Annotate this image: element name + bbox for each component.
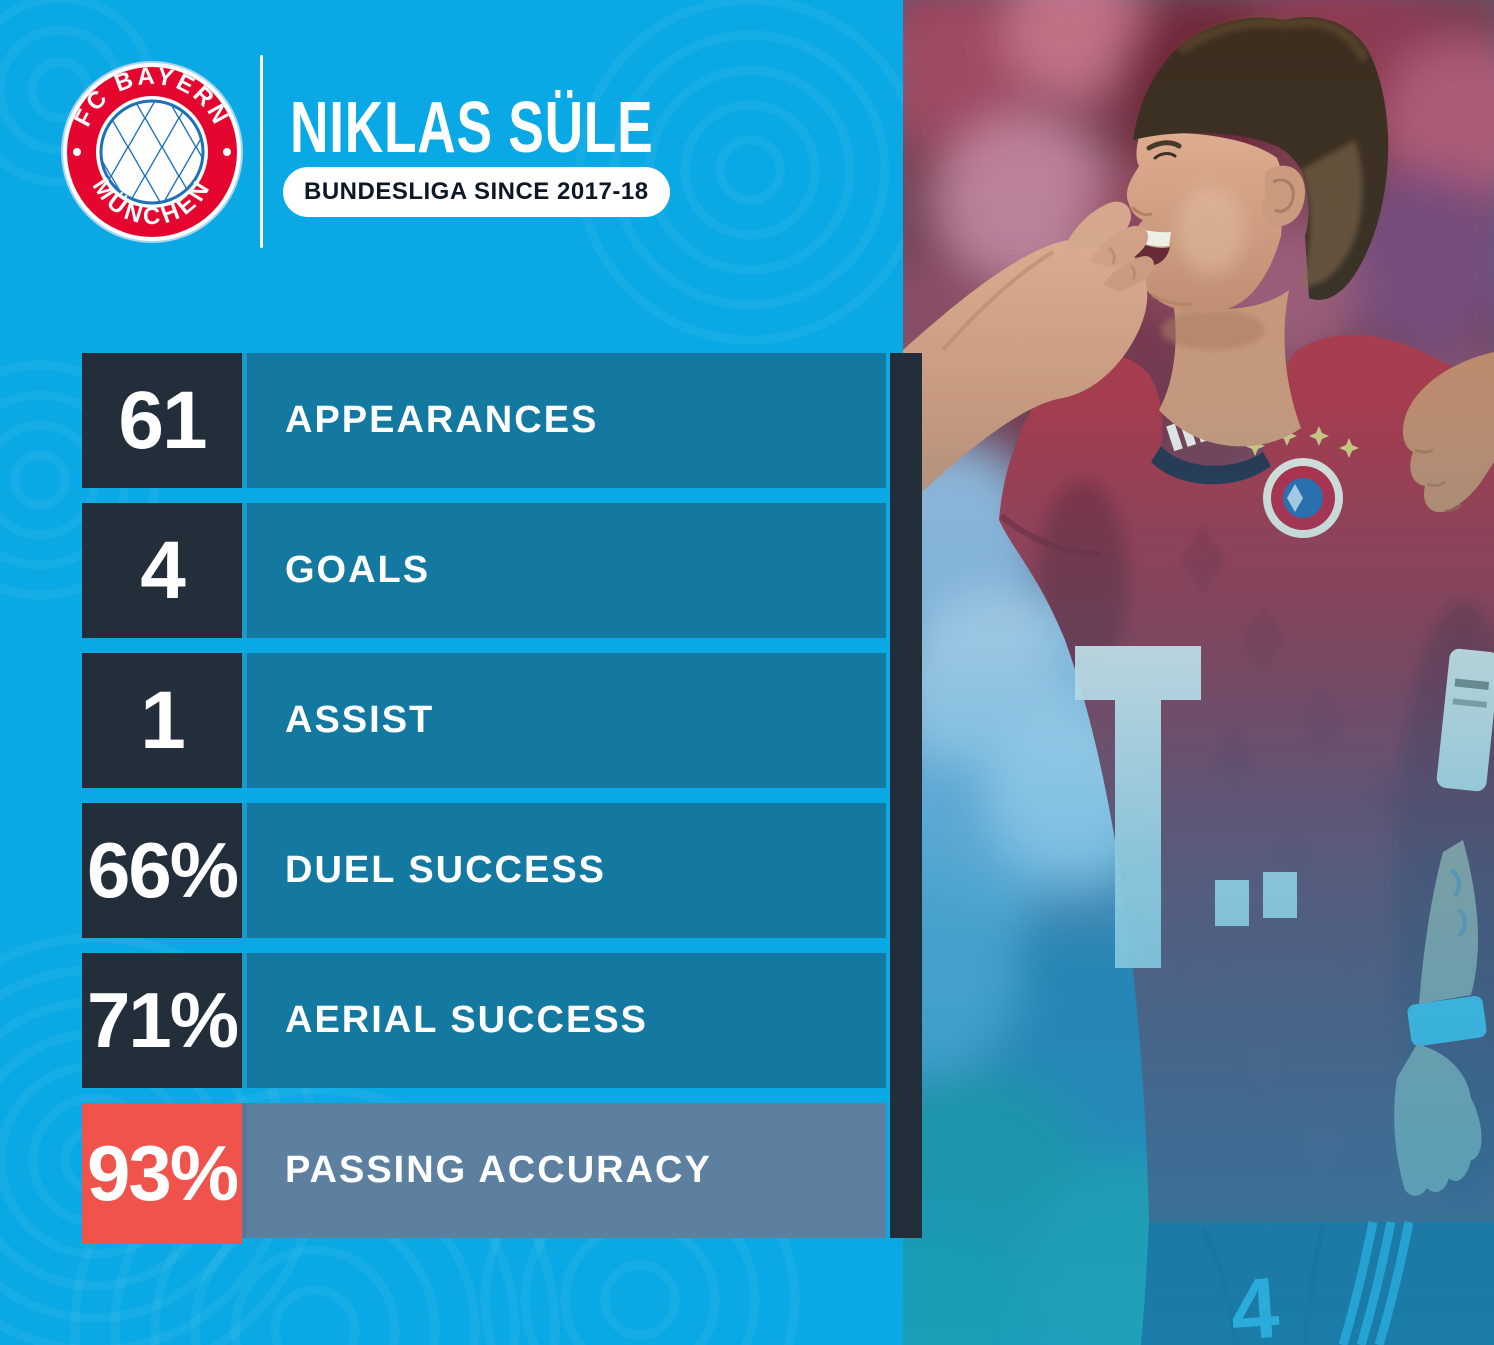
stat-label: DUEL SUCCESS <box>247 803 886 938</box>
club-crest: FC BAYERN MÜNCHEN <box>61 61 243 243</box>
stat-separator <box>242 353 247 488</box>
stat-separator <box>242 803 247 938</box>
stat-row: 4 GOALS <box>82 503 886 638</box>
stat-row: 1 ASSIST <box>82 653 886 788</box>
stat-row: 71% AERIAL SUCCESS <box>82 953 886 1088</box>
stat-row: 61 APPEARANCES <box>82 353 886 488</box>
stat-value: 4 <box>82 503 242 638</box>
stat-separator <box>242 653 247 788</box>
stats-table: 61 APPEARANCES 4 GOALS 1 ASSIST 66% DUEL… <box>82 353 886 1244</box>
stat-value: 71% <box>82 953 242 1088</box>
stat-label: GOALS <box>247 503 886 638</box>
stat-row: 93% PASSING ACCURACY <box>82 1103 886 1244</box>
stat-label: AERIAL SUCCESS <box>247 953 886 1088</box>
stat-label: PASSING ACCURACY <box>247 1103 886 1238</box>
stat-label: APPEARANCES <box>247 353 886 488</box>
stat-value: 66% <box>82 803 242 938</box>
header-divider <box>260 55 263 248</box>
stat-separator <box>242 503 247 638</box>
photo-tint <box>903 0 1494 1345</box>
stat-separator <box>242 953 247 1088</box>
player-photo: 4 <box>813 0 1494 1345</box>
stat-value: 1 <box>82 653 242 788</box>
stat-separator <box>242 1103 247 1238</box>
stat-value: 93% <box>82 1103 242 1244</box>
page-title: NIKLAS SÜLE <box>290 88 654 168</box>
stat-value: 61 <box>82 353 242 488</box>
subtitle-badge: BUNDESLIGA SINCE 2017-18 <box>283 167 670 217</box>
stat-label: ASSIST <box>247 653 886 788</box>
stat-row: 66% DUEL SUCCESS <box>82 803 886 938</box>
stats-accent-bar <box>890 353 922 1238</box>
